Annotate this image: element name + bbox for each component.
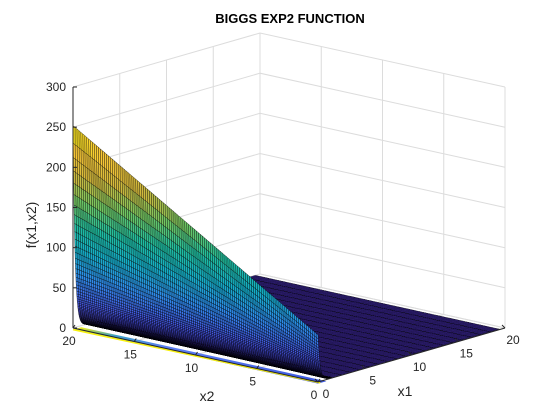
grid-line-z bbox=[72, 112, 506, 168]
grid-line-z bbox=[72, 72, 506, 128]
surface-plot bbox=[72, 125, 501, 379]
contour-line bbox=[72, 328, 321, 384]
surface-patch bbox=[261, 286, 264, 296]
grid-line-z bbox=[72, 32, 506, 88]
surface-patch bbox=[251, 277, 254, 288]
